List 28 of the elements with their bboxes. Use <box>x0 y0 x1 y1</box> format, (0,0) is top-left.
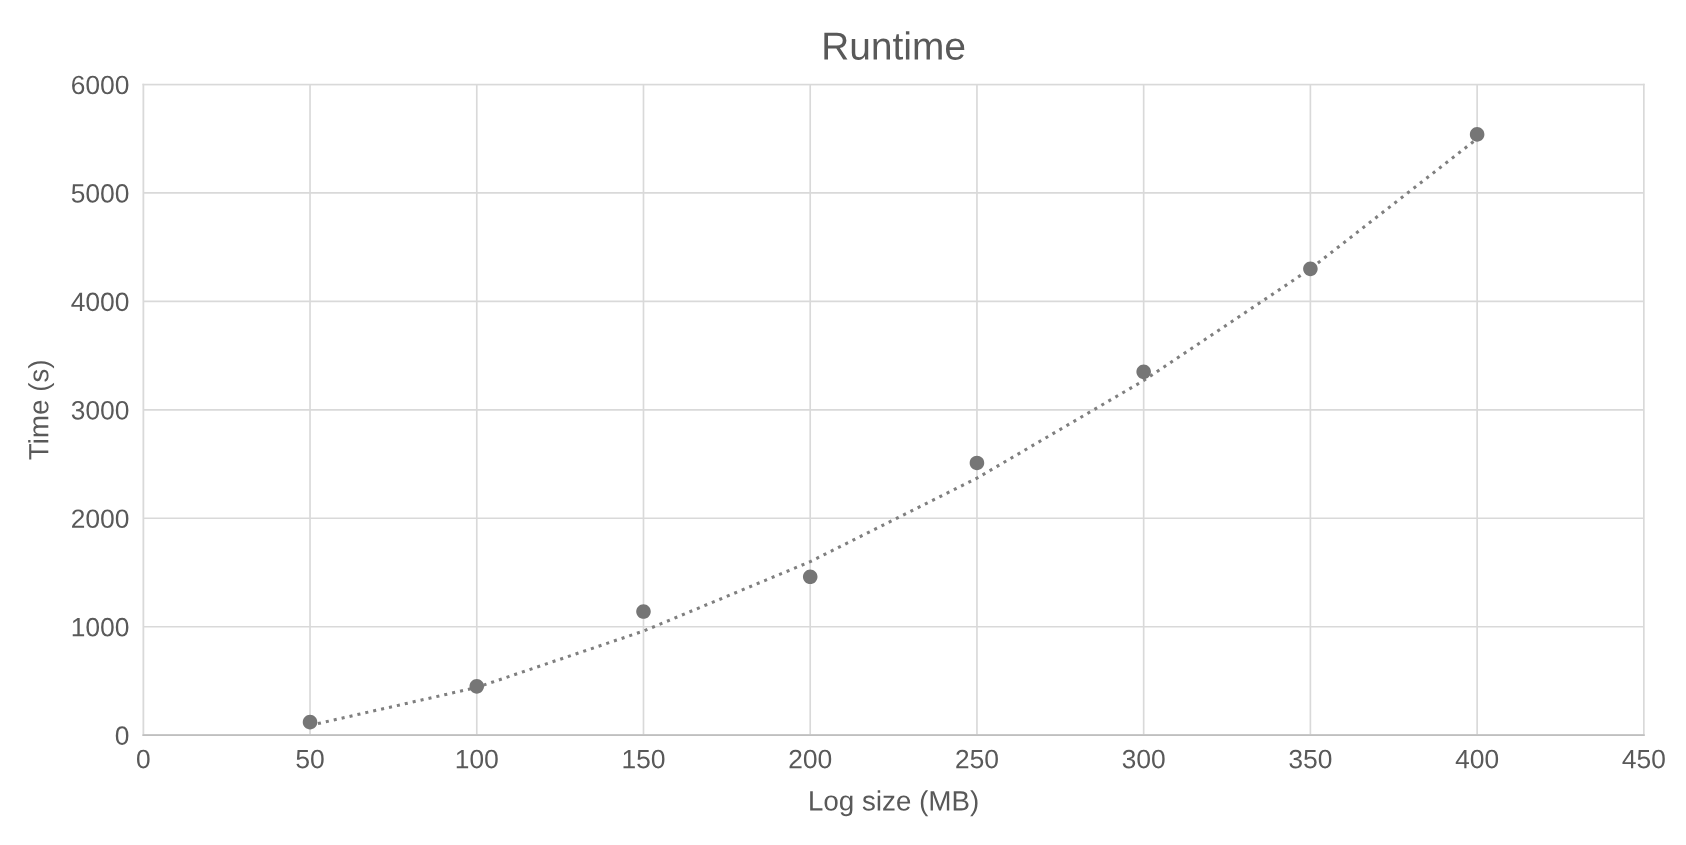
y-tick-label: 6000 <box>72 75 129 95</box>
x-tick-label: 250 <box>956 749 998 769</box>
x-tick-label: 150 <box>623 749 665 769</box>
x-tick-label: 100 <box>456 749 498 769</box>
point <box>1469 127 1485 142</box>
y-tick-label: 3000 <box>71 400 129 420</box>
point <box>636 604 651 619</box>
point <box>969 455 985 471</box>
chart-title: Runtime <box>824 31 965 60</box>
x-axis-title: Log size (MB) <box>810 790 978 817</box>
point <box>1303 261 1318 277</box>
point <box>469 679 485 694</box>
x-tick-label: 350 <box>1289 749 1332 769</box>
y-tick-label: 0 <box>115 726 129 745</box>
x-tick-label: 50 <box>296 749 324 769</box>
y-tick-label: 1000 <box>72 617 129 637</box>
x-tick-label: 450 <box>1622 749 1665 769</box>
y-axis-title: Time (s) <box>28 361 55 460</box>
x-tick-label: 0 <box>137 749 150 769</box>
x-tick-label: 300 <box>1122 749 1165 769</box>
y-tick-label: 2000 <box>72 509 129 529</box>
point <box>302 714 318 730</box>
x-tick-label: 200 <box>789 749 832 769</box>
x-tick-label: 400 <box>1455 749 1499 769</box>
point <box>1136 364 1151 380</box>
y-tick-label: 4000 <box>71 292 129 312</box>
point <box>802 569 818 585</box>
y-tick-label: 5000 <box>71 184 129 203</box>
